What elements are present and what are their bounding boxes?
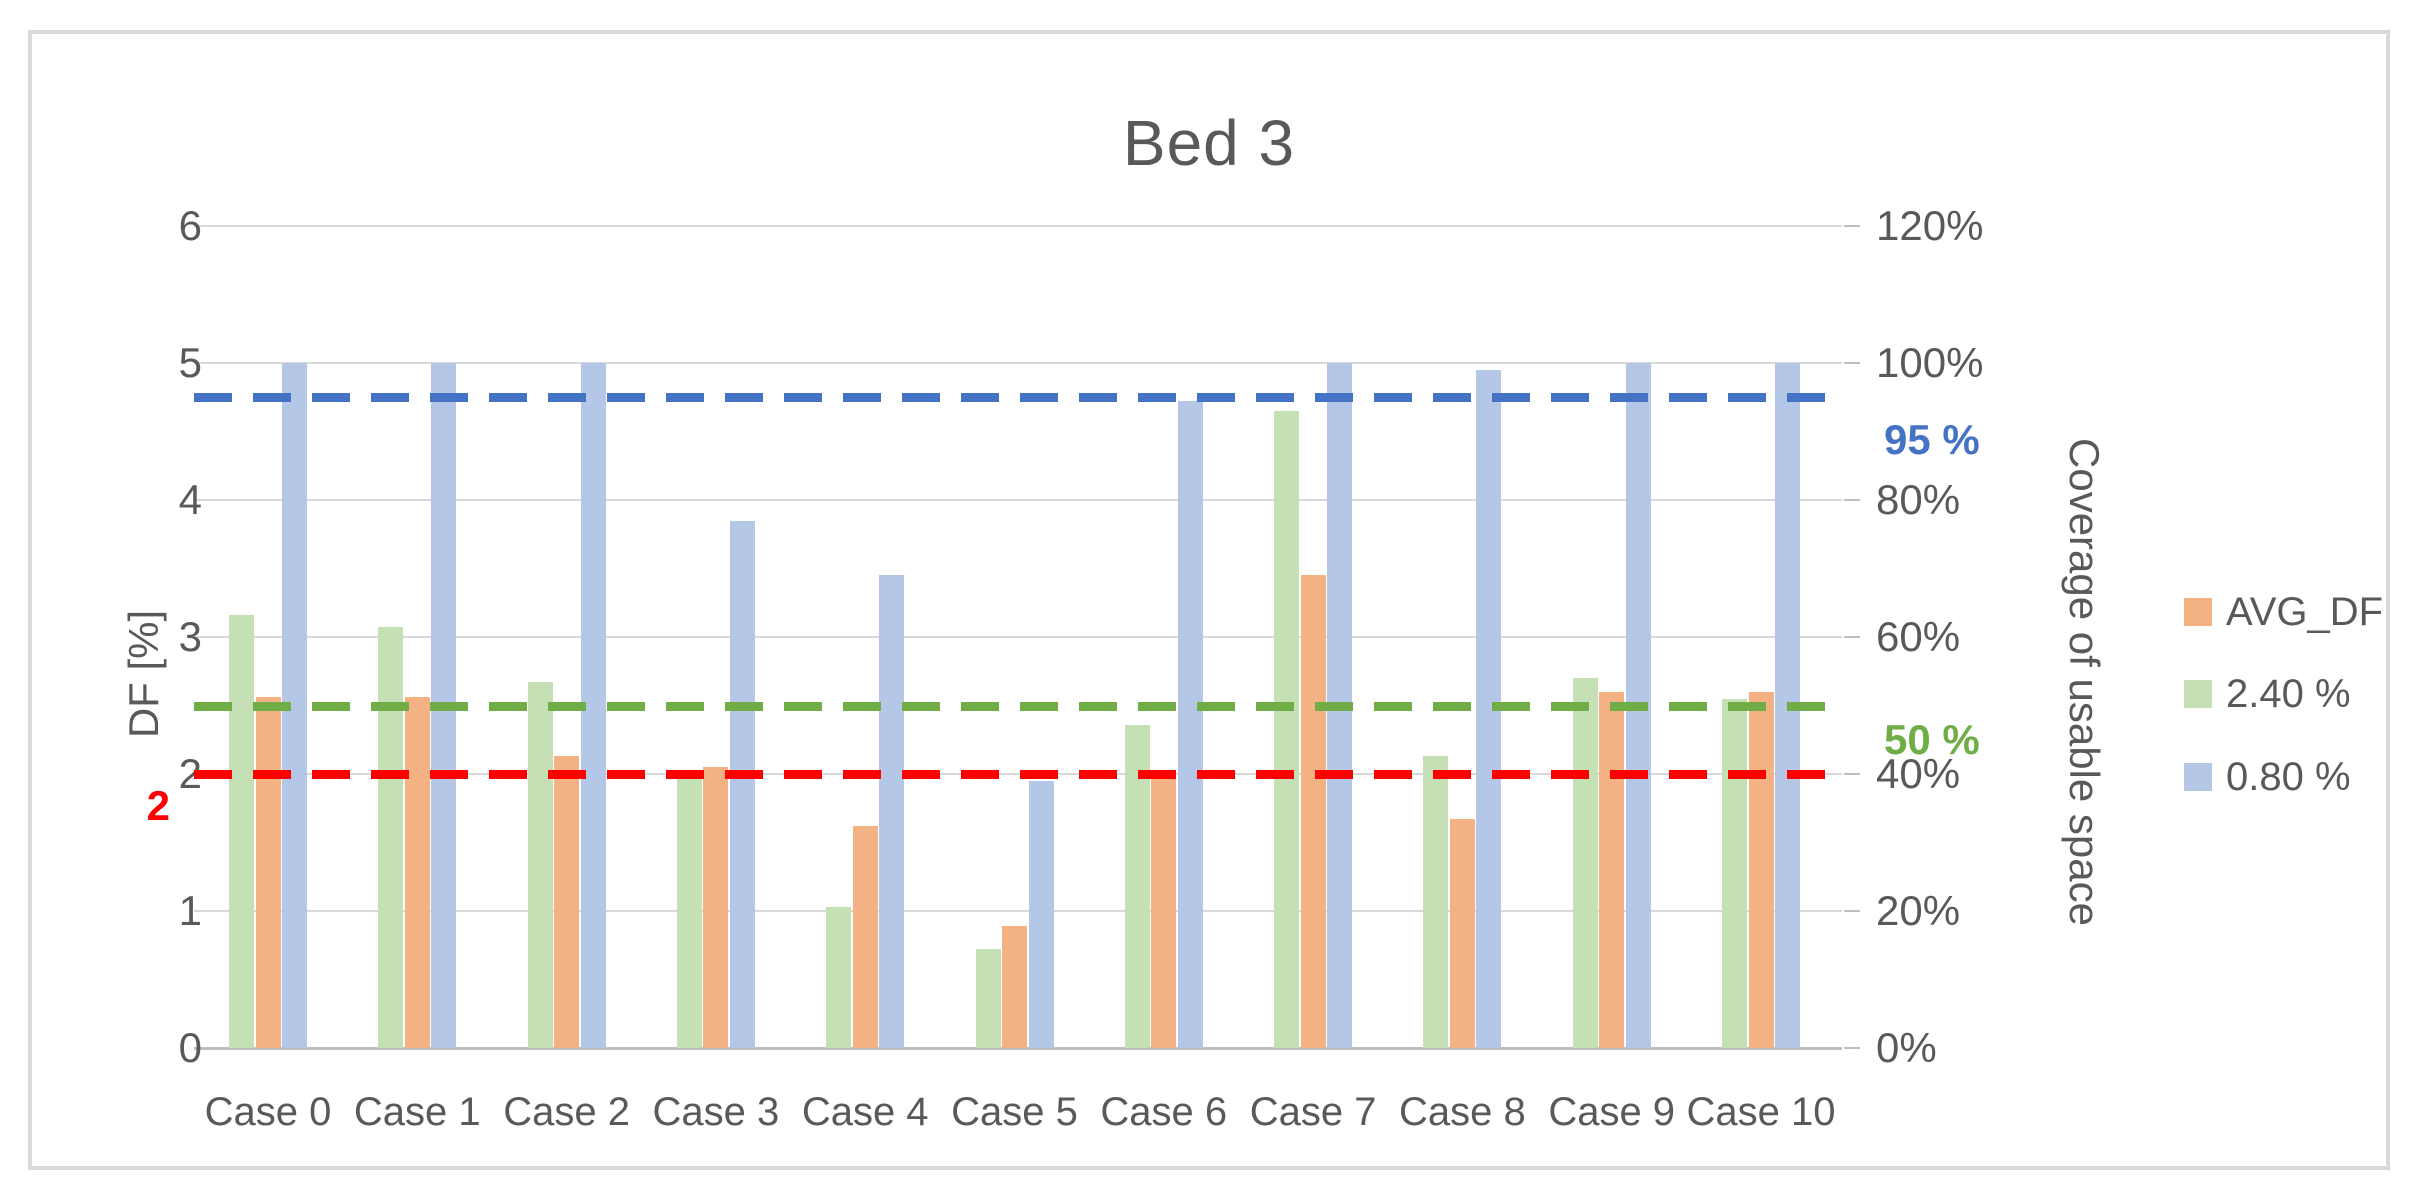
bar-case8-AVGDF bbox=[1449, 819, 1475, 1048]
left-axis-tick-label: 3 bbox=[178, 613, 202, 660]
legend-item-240pct: 2.40 % bbox=[2184, 672, 2351, 716]
gridline bbox=[194, 225, 1842, 227]
gridline bbox=[194, 910, 1842, 912]
legend-swatch-080pct bbox=[2184, 763, 2212, 791]
bar-case4-AVGDF bbox=[852, 826, 878, 1048]
left-axis-tick-label: 4 bbox=[178, 476, 202, 523]
left-axis-tick-label: 6 bbox=[178, 202, 202, 249]
legend-label: 2.40 % bbox=[2226, 671, 2351, 716]
legend-label: AVG_DF bbox=[2226, 589, 2384, 634]
bar-case2-AVGDF bbox=[554, 756, 580, 1048]
bar-case5-080 bbox=[1028, 780, 1054, 1048]
legend-item-avg-df: AVG_DF bbox=[2184, 590, 2383, 634]
left-axis-tick-label: 2 bbox=[178, 750, 202, 797]
x-axis-category-label: Case 1 bbox=[353, 1090, 481, 1134]
right-axis-tick-label: 120% bbox=[1876, 202, 1984, 249]
right-axis-tick-mark bbox=[1844, 225, 1860, 227]
bar-case7-AVGDF bbox=[1300, 575, 1326, 1048]
x-axis-category-label: Case 7 bbox=[1249, 1090, 1377, 1134]
x-axis-category-label: Case 5 bbox=[951, 1090, 1078, 1134]
right-axis-tick-label: 40% bbox=[1876, 750, 1961, 797]
bar-case8-240 bbox=[1423, 756, 1449, 1048]
x-axis-line bbox=[194, 1047, 1842, 1050]
reference-line-50 bbox=[194, 701, 1842, 711]
gridline bbox=[194, 499, 1842, 501]
x-axis-category-label: Case 0 bbox=[204, 1090, 332, 1134]
bar-case6-080 bbox=[1177, 400, 1203, 1048]
right-axis-title: Coverage of usable space bbox=[2061, 438, 2108, 926]
right-axis-tick-mark bbox=[1844, 362, 1860, 364]
bar-case4-080 bbox=[879, 575, 905, 1048]
bar-case0-AVGDF bbox=[255, 697, 281, 1048]
bar-case3-AVGDF bbox=[703, 767, 729, 1048]
x-axis-category-label: Case 8 bbox=[1399, 1090, 1526, 1134]
right-axis-tick-mark bbox=[1844, 636, 1860, 638]
right-axis-tick-mark bbox=[1844, 910, 1860, 912]
legend-swatch-avg-df bbox=[2184, 598, 2212, 626]
x-axis-category-label: Case 10 bbox=[1686, 1090, 1836, 1134]
bar-case3-240 bbox=[676, 769, 702, 1048]
right-axis-tick-label: 60% bbox=[1876, 613, 1961, 660]
chart-title: Bed 3 bbox=[1122, 107, 1296, 179]
chart-card: Bed 3 DF [%] Coverage of usable space 95… bbox=[28, 30, 2390, 1170]
bar-case2-240 bbox=[527, 682, 553, 1048]
legend-item-080pct: 0.80 % bbox=[2184, 755, 2351, 799]
right-axis-tick-label: 80% bbox=[1876, 476, 1961, 523]
left-axis-tick-label: 1 bbox=[178, 887, 202, 934]
bar-case3-080 bbox=[729, 520, 755, 1048]
x-axis-category-label: Case 9 bbox=[1548, 1090, 1676, 1134]
right-axis-tick-label: 20% bbox=[1876, 887, 1961, 934]
gridline bbox=[194, 362, 1842, 364]
gridline bbox=[194, 636, 1842, 638]
left-axis-tick-label: 5 bbox=[178, 339, 202, 386]
right-axis-tick-mark bbox=[1844, 1047, 1860, 1049]
left-axis-tick-label: 0 bbox=[178, 1024, 202, 1071]
right-axis-tick-label: 0% bbox=[1876, 1024, 1937, 1071]
right-axis-tick-mark bbox=[1844, 499, 1860, 501]
legend-swatch-240pct bbox=[2184, 680, 2212, 708]
bar-case1-AVGDF bbox=[404, 697, 430, 1048]
bar-case5-240 bbox=[975, 949, 1001, 1048]
bar-case6-AVGDF bbox=[1151, 771, 1177, 1048]
reference-label-50pct: 50 % bbox=[1884, 716, 1980, 763]
bar-case9-240 bbox=[1572, 678, 1598, 1048]
reference-line-2 bbox=[194, 770, 1842, 779]
bar-case9-AVGDF bbox=[1599, 691, 1625, 1048]
bar-case0-240 bbox=[229, 615, 254, 1048]
x-axis-category-label: Case 3 bbox=[652, 1090, 780, 1134]
bar-case7-240 bbox=[1274, 410, 1300, 1048]
reference-label-95pct: 95 % bbox=[1884, 416, 1980, 463]
x-axis-category-label: Case 6 bbox=[1100, 1090, 1228, 1134]
bar-case1-240 bbox=[378, 627, 404, 1048]
right-axis-tick-mark bbox=[1844, 773, 1860, 775]
x-axis-category-label: Case 4 bbox=[801, 1090, 929, 1134]
reference-label-df2: 2 bbox=[146, 782, 170, 829]
bar-case5-AVGDF bbox=[1002, 926, 1027, 1048]
right-axis-tick-label: 100% bbox=[1876, 339, 1984, 386]
x-axis-category-label: Case 2 bbox=[503, 1090, 630, 1134]
bar-case4-240 bbox=[826, 906, 852, 1048]
reference-line-95 bbox=[194, 393, 1842, 403]
legend-label: 0.80 % bbox=[2226, 754, 2351, 799]
bar-case10-240 bbox=[1722, 698, 1747, 1048]
bar-case10-AVGDF bbox=[1748, 691, 1774, 1048]
